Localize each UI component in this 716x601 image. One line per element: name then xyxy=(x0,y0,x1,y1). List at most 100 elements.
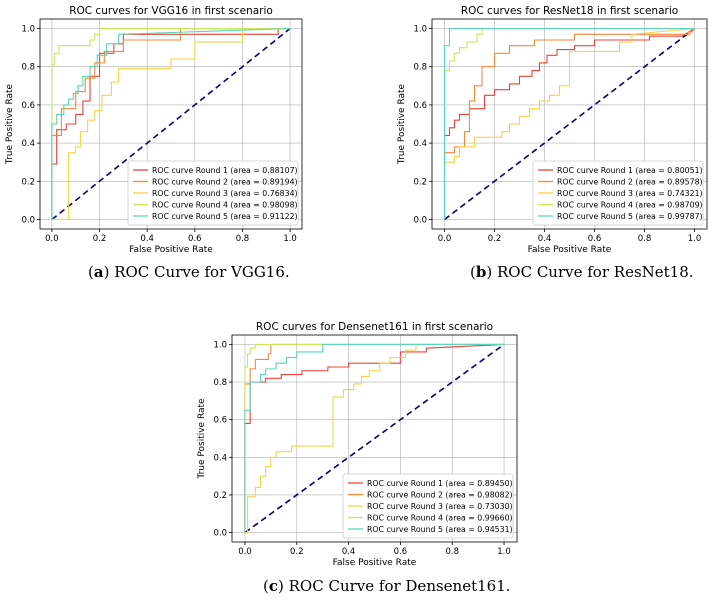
chart-vgg16-legend-entry-2: ROC curve Round 2 (area = 0.89194) xyxy=(152,178,298,187)
chart-resnet18-legend xyxy=(532,160,704,226)
caption-c: (c) ROC Curve for Densenet161. xyxy=(263,577,511,595)
chart-vgg16-series-round-4 xyxy=(51,27,291,220)
caption-b-text: ROC Curve for ResNet18. xyxy=(496,263,694,281)
chart-densenet161-xtick-label: 0.2 xyxy=(290,547,304,557)
chart-resnet18-ytick-label: 0.8 xyxy=(413,63,427,73)
caption-c-label: c xyxy=(268,577,278,595)
chart-densenet161-frame xyxy=(231,334,518,543)
chart-densenet161-ytick-label: 0.6 xyxy=(213,416,227,426)
chart-vgg16-legend-entry-4: ROC curve Round 4 (area = 0.98098) xyxy=(152,201,298,210)
chart-vgg16-plot-area xyxy=(51,27,291,221)
chart-resnet18-ytick-label: 0.6 xyxy=(413,101,427,111)
chart-resnet18-xtick-label: 1.0 xyxy=(688,234,702,244)
chart-vgg16-ytick-label: 0.0 xyxy=(21,215,35,225)
chart-vgg16-ytick-label: 0.6 xyxy=(21,101,35,111)
chart-resnet18-series-round-5 xyxy=(443,27,695,220)
chart-densenet161-xlabel: False Positive Rate xyxy=(333,558,417,568)
roc-chart-densenet161: ROC curves for Densenet161 in first scen… xyxy=(197,321,518,568)
chart-vgg16-xtick-label: 0.8 xyxy=(236,234,250,244)
chart-densenet161-ylabel: True Positive Rate xyxy=(197,398,207,480)
chart-vgg16-xlabel: False Positive Rate xyxy=(129,245,213,255)
chart-densenet161-xtick-label: 1.0 xyxy=(497,547,511,557)
chart-resnet18-legend-entry-5: ROC curve Round 5 (area = 0.99787) xyxy=(557,212,703,221)
chart-vgg16-legend-entry-3: ROC curve Round 3 (area = 0.76834) xyxy=(152,189,298,198)
chart-vgg16-xtick-label: 0.6 xyxy=(188,234,202,244)
chart-vgg16-ytick-label: 0.8 xyxy=(21,63,35,73)
chart-densenet161-legend-entry-1: ROC curve Round 1 (area = 0.89450) xyxy=(367,479,513,488)
chart-resnet18-frame xyxy=(431,18,708,230)
chart-vgg16-ytick-label: 0.2 xyxy=(21,177,35,187)
chart-vgg16-legend-entry-1: ROC curve Round 1 (area = 0.88107) xyxy=(152,166,298,175)
chart-densenet161-title: ROC curves for Densenet161 in first scen… xyxy=(256,321,493,333)
chart-resnet18-series-round-4 xyxy=(443,27,695,220)
chart-densenet161-xtick-label: 0.6 xyxy=(394,547,408,557)
chart-vgg16-legend xyxy=(127,160,299,226)
chart-densenet161-legend-entry-2: ROC curve Round 2 (area = 0.98082) xyxy=(367,491,513,500)
chart-resnet18-legend-entry-2: ROC curve Round 2 (area = 0.89578) xyxy=(557,178,703,187)
chart-resnet18-legend-entry-4: ROC curve Round 4 (area = 0.98709) xyxy=(557,201,703,210)
chart-resnet18-xtick-label: 0.2 xyxy=(488,234,502,244)
chart-resnet18-ytick-label: 0.4 xyxy=(413,139,427,149)
chart-densenet161-xtick-label: 0.4 xyxy=(342,547,356,557)
chart-densenet161-ytick-label: 0.2 xyxy=(213,491,227,501)
chart-densenet161-ytick-label: 1.0 xyxy=(213,340,227,350)
chart-vgg16-xtick-label: 1.0 xyxy=(283,234,297,244)
chart-panel-vgg16: ROC curves for VGG16 in first scenario 0.… xyxy=(0,0,310,255)
chart-densenet161-legend-entry-4: ROC curve Round 4 (area = 0.99660) xyxy=(367,514,513,523)
roc-chart-resnet18: ROC curves for ResNet18 in first scenari… xyxy=(397,5,708,255)
chart-panel-resnet18: ROC curves for ResNet18 in first scenari… xyxy=(397,0,716,255)
chart-densenet161-series-round-3 xyxy=(244,343,505,534)
chart-vgg16-diagonal-line xyxy=(51,27,291,221)
chart-vgg16-series-round-2 xyxy=(51,27,291,220)
chart-densenet161-series-round-4 xyxy=(244,343,505,533)
chart-resnet18-series-round-1 xyxy=(443,28,695,220)
chart-vgg16-series-round-3 xyxy=(51,27,291,220)
chart-resnet18-ytick-label: 1.0 xyxy=(413,25,427,35)
chart-densenet161-ytick-label: 0.4 xyxy=(213,453,227,463)
chart-vgg16-series-round-1 xyxy=(51,27,291,220)
chart-vgg16-ytick-label: 1.0 xyxy=(21,25,35,35)
chart-densenet161-xtick-label: 0.8 xyxy=(445,547,459,557)
chart-densenet161-legend xyxy=(342,473,514,539)
chart-vgg16-xtick-label: 0.0 xyxy=(45,234,59,244)
chart-resnet18-xtick-label: 0.6 xyxy=(588,234,602,244)
chart-resnet18-diagonal-line xyxy=(444,27,695,221)
chart-vgg16-xtick-label: 0.2 xyxy=(93,234,107,244)
chart-vgg16-series-round-5 xyxy=(51,28,291,220)
chart-resnet18-title: ROC curves for ResNet18 in first scenari… xyxy=(461,5,678,17)
chart-resnet18-legend-entry-3: ROC curve Round 3 (area = 0.74321) xyxy=(557,189,703,198)
chart-resnet18-ytick-label: 0.0 xyxy=(413,215,427,225)
caption-b-label: b xyxy=(475,263,487,281)
chart-resnet18-plot-area xyxy=(443,27,695,221)
chart-vgg16-legend-entry-5: ROC curve Round 5 (area = 0.91122) xyxy=(152,212,298,221)
caption-a-label: a xyxy=(93,263,104,281)
caption-a: (a) ROC Curve for VGG16. xyxy=(88,263,290,281)
chart-panel-densenet161: ROC curves for Densenet161 in first scen… xyxy=(196,316,528,568)
chart-densenet161-xtick-label: 0.0 xyxy=(238,547,252,557)
chart-resnet18-ytick-label: 0.2 xyxy=(413,177,427,187)
chart-vgg16-frame xyxy=(39,18,303,230)
chart-densenet161-series-round-2 xyxy=(244,343,505,533)
chart-densenet161-plot-area xyxy=(244,343,505,534)
chart-densenet161-ytick-label: 0.0 xyxy=(213,529,227,539)
caption-a-text: ROC Curve for VGG16. xyxy=(114,263,290,281)
roc-chart-vgg16: ROC curves for VGG16 in first scenario 0.… xyxy=(5,5,303,255)
chart-resnet18-xtick-label: 0.0 xyxy=(438,234,452,244)
chart-vgg16-xtick-label: 0.4 xyxy=(140,234,154,244)
chart-vgg16-ylabel: True Positive Rate xyxy=(5,83,15,165)
chart-vgg16-title: ROC curves for VGG16 in first scenario xyxy=(69,5,273,17)
chart-densenet161-diagonal-line xyxy=(244,343,505,534)
chart-densenet161-series-round-5 xyxy=(244,343,505,533)
chart-vgg16-ytick-label: 0.4 xyxy=(21,139,35,149)
caption-c-text: ROC Curve for Densenet161. xyxy=(288,577,511,595)
caption-b: (b) ROC Curve for ResNet18. xyxy=(470,263,694,281)
chart-resnet18-xtick-label: 0.4 xyxy=(538,234,552,244)
chart-densenet161-legend-entry-5: ROC curve Round 5 (area = 0.94531) xyxy=(367,525,513,534)
chart-resnet18-ylabel: True Positive Rate xyxy=(397,83,407,165)
chart-resnet18-xlabel: False Positive Rate xyxy=(528,245,612,255)
chart-resnet18-legend-entry-1: ROC curve Round 1 (area = 0.80051) xyxy=(557,166,703,175)
chart-densenet161-legend-entry-3: ROC curve Round 3 (area = 0.73030) xyxy=(367,502,513,511)
chart-densenet161-ytick-label: 0.8 xyxy=(213,378,227,388)
chart-resnet18-series-round-3 xyxy=(443,28,695,220)
chart-resnet18-xtick-label: 0.8 xyxy=(638,234,652,244)
